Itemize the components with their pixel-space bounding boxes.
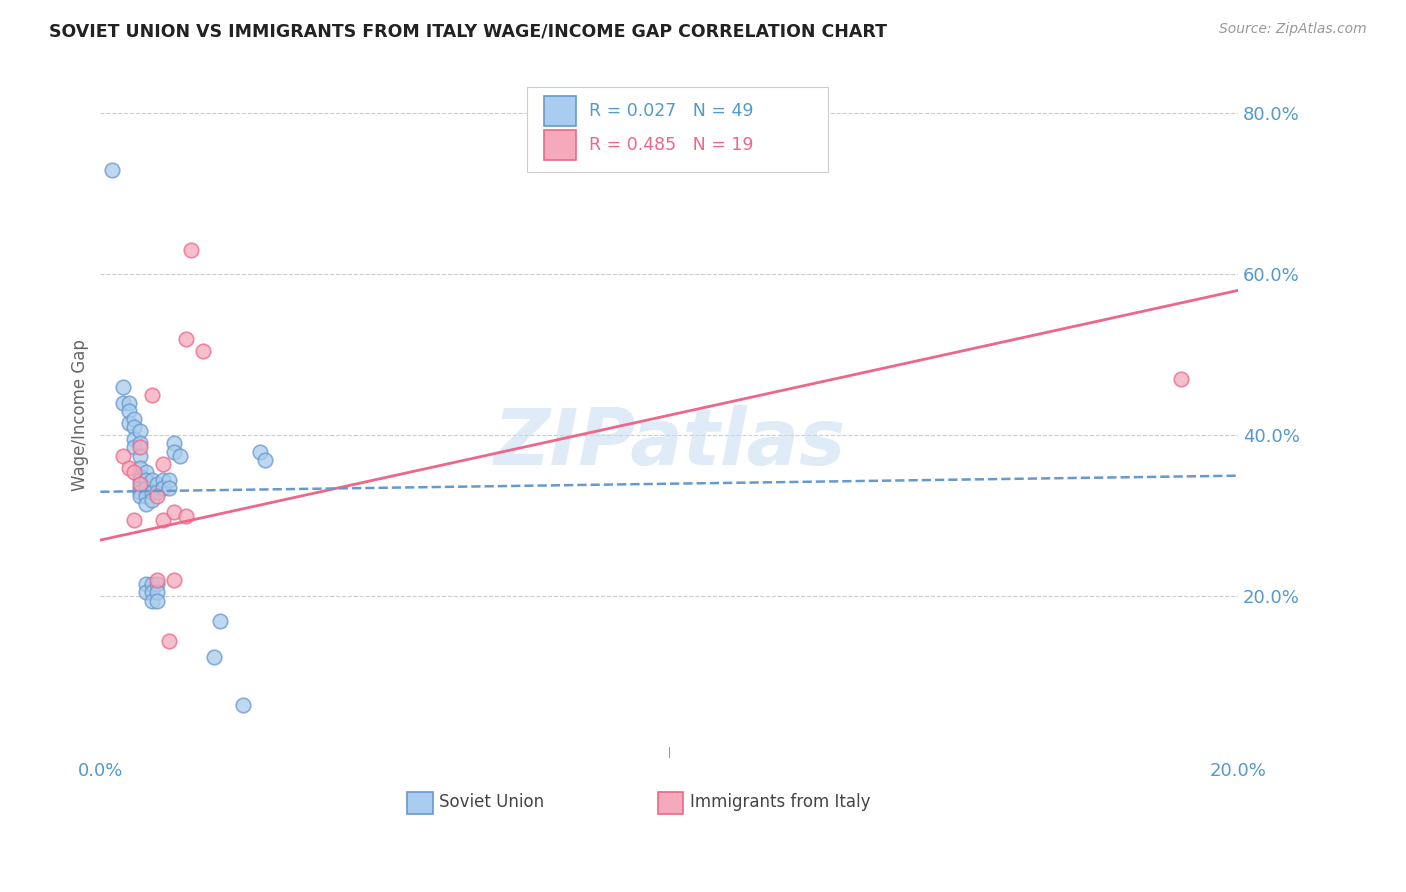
- Point: [174, 332, 197, 346]
- Point: [129, 484, 152, 499]
- Point: [118, 460, 141, 475]
- Text: Immigrants from Italy: Immigrants from Italy: [689, 793, 870, 811]
- Point: [124, 412, 146, 426]
- Point: [157, 473, 180, 487]
- Point: [249, 444, 271, 458]
- Point: [129, 441, 152, 455]
- Point: [180, 243, 202, 257]
- Point: [146, 577, 169, 591]
- Point: [174, 508, 197, 523]
- Point: [152, 473, 174, 487]
- Point: [146, 476, 169, 491]
- FancyBboxPatch shape: [544, 95, 576, 126]
- Point: [118, 404, 141, 418]
- Point: [232, 698, 254, 713]
- FancyBboxPatch shape: [658, 792, 683, 814]
- Point: [129, 473, 152, 487]
- Point: [163, 444, 186, 458]
- Point: [146, 574, 169, 588]
- Point: [141, 388, 163, 402]
- Point: [152, 481, 174, 495]
- Point: [129, 489, 152, 503]
- Point: [100, 162, 122, 177]
- Point: [169, 449, 191, 463]
- Point: [202, 649, 225, 664]
- Point: [124, 433, 146, 447]
- Point: [129, 449, 152, 463]
- Point: [135, 465, 157, 479]
- FancyBboxPatch shape: [544, 130, 576, 160]
- Point: [135, 497, 157, 511]
- Point: [141, 492, 163, 507]
- Point: [118, 417, 141, 431]
- Point: [157, 481, 180, 495]
- Text: Soviet Union: Soviet Union: [439, 793, 544, 811]
- Point: [124, 420, 146, 434]
- Point: [135, 481, 157, 495]
- FancyBboxPatch shape: [408, 792, 433, 814]
- Point: [112, 449, 135, 463]
- Point: [135, 585, 157, 599]
- Point: [129, 481, 152, 495]
- Point: [141, 473, 163, 487]
- Text: ZIPatlas: ZIPatlas: [494, 405, 845, 481]
- Point: [112, 380, 135, 394]
- Point: [118, 396, 141, 410]
- Point: [1170, 372, 1192, 386]
- Point: [208, 614, 231, 628]
- Point: [129, 468, 152, 483]
- Point: [157, 633, 180, 648]
- Text: R = 0.027   N = 49: R = 0.027 N = 49: [589, 102, 754, 120]
- Point: [163, 505, 186, 519]
- Point: [191, 343, 214, 358]
- Text: R = 0.485   N = 19: R = 0.485 N = 19: [589, 136, 754, 153]
- Point: [163, 574, 186, 588]
- Point: [135, 577, 157, 591]
- Point: [141, 484, 163, 499]
- Point: [129, 476, 152, 491]
- Point: [146, 484, 169, 499]
- Point: [146, 585, 169, 599]
- Point: [124, 465, 146, 479]
- Point: [135, 473, 157, 487]
- Point: [129, 436, 152, 450]
- Y-axis label: Wage/Income Gap: Wage/Income Gap: [72, 339, 89, 491]
- Point: [152, 513, 174, 527]
- Point: [124, 441, 146, 455]
- Point: [141, 577, 163, 591]
- Point: [152, 457, 174, 471]
- Point: [129, 425, 152, 439]
- Text: Source: ZipAtlas.com: Source: ZipAtlas.com: [1219, 22, 1367, 37]
- Point: [141, 585, 163, 599]
- Point: [129, 460, 152, 475]
- Point: [163, 436, 186, 450]
- Point: [124, 513, 146, 527]
- Point: [141, 593, 163, 607]
- Point: [254, 452, 277, 467]
- Point: [146, 489, 169, 503]
- FancyBboxPatch shape: [527, 87, 828, 172]
- Point: [112, 396, 135, 410]
- Text: SOVIET UNION VS IMMIGRANTS FROM ITALY WAGE/INCOME GAP CORRELATION CHART: SOVIET UNION VS IMMIGRANTS FROM ITALY WA…: [49, 22, 887, 40]
- Point: [146, 593, 169, 607]
- Point: [135, 489, 157, 503]
